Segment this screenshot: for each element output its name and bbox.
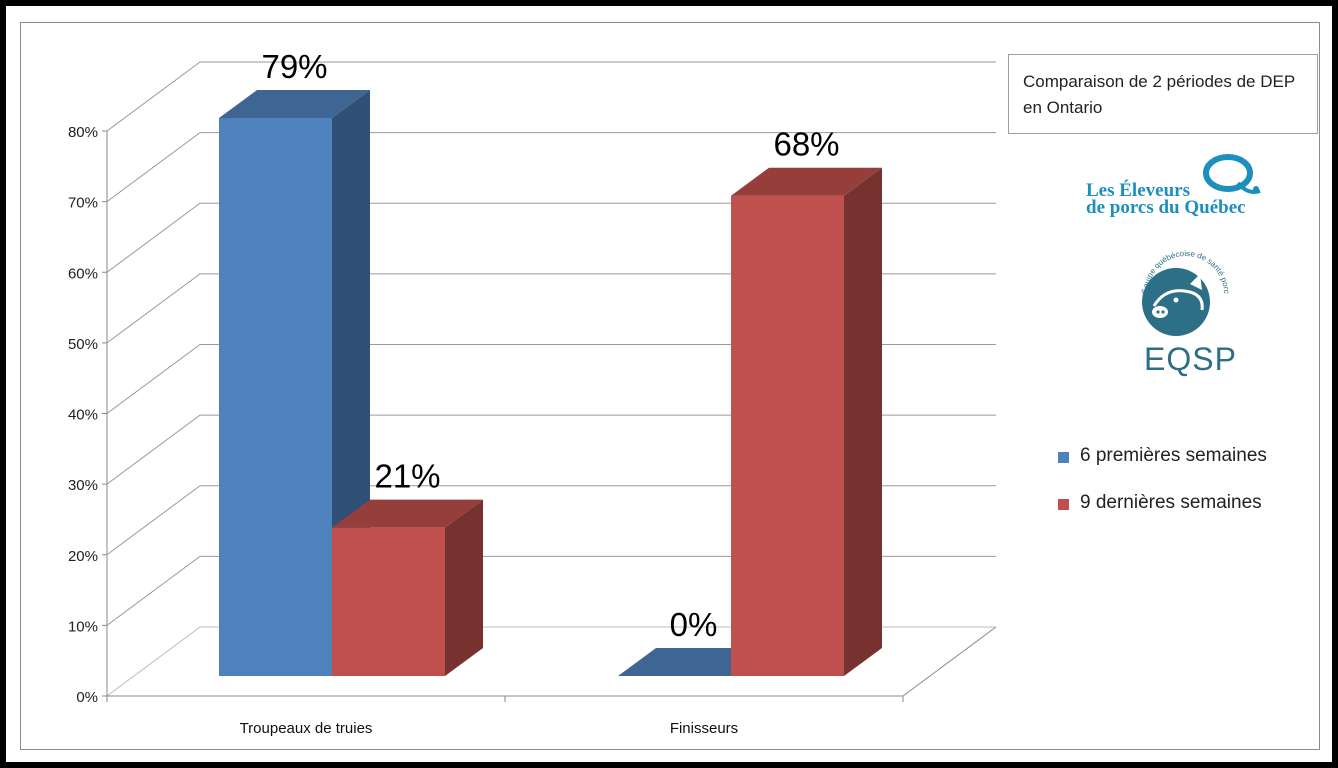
y-tick-label: 80% <box>68 124 98 141</box>
bar <box>332 499 483 676</box>
eleveurs-logo: Les Éleveurs de porcs du Québec <box>1086 153 1276 223</box>
bar <box>219 90 370 676</box>
eleveurs-logo-line1: Les Éleveurs <box>1086 180 1190 201</box>
gridline <box>106 132 996 203</box>
y-tick-label: 40% <box>68 407 98 424</box>
x-category-label: Finisseurs <box>670 720 738 737</box>
gridline <box>106 344 996 414</box>
bar-top <box>332 499 483 528</box>
gridline <box>106 202 996 273</box>
y-axis-ticks: 0% 10% 20% 30% 40% 50% 60% 70% 80% <box>68 124 107 706</box>
chart-title-box: Comparaison de 2 périodes de DEP en Onta… <box>1008 54 1318 134</box>
eqsp-logo-text: EQSP <box>1144 341 1237 377</box>
chart-gridlines <box>106 61 996 626</box>
bar-front <box>332 527 445 676</box>
y-tick-label: 70% <box>68 195 98 212</box>
data-labels: 79% 21% 0% 68% <box>261 48 839 643</box>
bar-side <box>445 499 483 676</box>
data-label: 68% <box>773 126 839 163</box>
x-axis-categories: Troupeaux de truies Finisseurs <box>106 696 904 737</box>
gridline <box>106 555 996 626</box>
legend-label: 6 premières semaines <box>1080 445 1267 466</box>
floor-back-edge <box>106 626 996 697</box>
gridline <box>106 273 996 344</box>
y-tick-label: 0% <box>76 689 98 706</box>
legend-label: 9 dernières semaines <box>1080 492 1262 513</box>
bar-top <box>219 90 370 118</box>
gridline <box>106 414 996 485</box>
gridline <box>106 61 996 132</box>
chart-title: Comparaison de 2 périodes de DEP en Onta… <box>1023 72 1295 117</box>
chart-plot: 0% 10% 20% 30% 40% 50% 60% 70% 80% Troupeaux de … <box>68 48 997 737</box>
pig-emblem-icon: Équipe québécoise de santé porcine <box>1124 239 1231 336</box>
eqsp-logo: Équipe québécoise de santé porcine EQSP <box>1124 239 1246 381</box>
chart-bars <box>219 90 882 676</box>
data-label: 21% <box>374 458 440 495</box>
y-tick-label: 10% <box>68 618 98 635</box>
y-tick-label: 20% <box>68 548 98 565</box>
q-logo-icon <box>1203 154 1261 194</box>
legend-swatch <box>1058 452 1069 463</box>
gridline <box>106 485 996 556</box>
data-label: 0% <box>670 606 718 643</box>
bar-top <box>731 167 882 196</box>
bar-front <box>731 195 844 676</box>
x-category-label: Troupeaux de truies <box>240 720 373 737</box>
eleveurs-logo-line2: de porcs du Québec <box>1086 197 1246 218</box>
chart-area: 0% 10% 20% 30% 40% 50% 60% 70% 80% Troupeaux de … <box>20 22 1320 750</box>
bar-side <box>844 167 882 676</box>
data-label: 79% <box>261 48 327 85</box>
y-tick-label: 30% <box>68 477 98 494</box>
bar <box>731 167 882 676</box>
y-tick-label: 60% <box>68 265 98 282</box>
legend-swatch <box>1058 499 1069 510</box>
y-tick-label: 50% <box>68 336 98 353</box>
image-frame: 0% 10% 20% 30% 40% 50% 60% 70% 80% Troupeaux de … <box>6 6 1332 762</box>
bar-front <box>219 118 332 676</box>
